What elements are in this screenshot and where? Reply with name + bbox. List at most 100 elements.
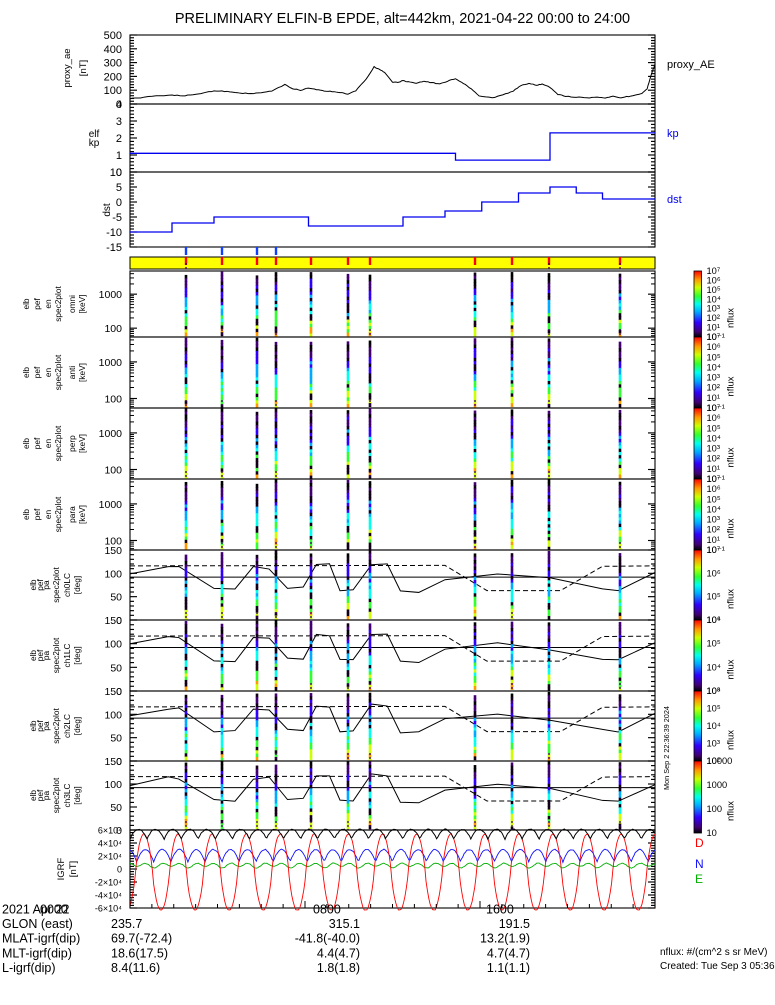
svg-text:anti: anti: [67, 366, 77, 380]
svg-text:en: en: [43, 510, 53, 520]
svg-text:[keV]: [keV]: [77, 295, 87, 314]
svg-text:10⁴: 10⁴: [707, 433, 721, 443]
svg-text:spec2plot: spec2plot: [53, 286, 63, 322]
svg-text:100: 100: [104, 85, 122, 97]
svg-text:elb: elb: [21, 367, 31, 378]
svg-text:4: 4: [116, 99, 122, 111]
svg-text:-41.8(-40.0): -41.8(-40.0): [295, 932, 360, 946]
svg-text:10³: 10³: [707, 373, 720, 383]
svg-text:Created: Tue Sep 3 05:36:38 2: Created: Tue Sep 3 05:36:38 2024: [660, 961, 775, 972]
svg-text:pef: pef: [32, 508, 42, 520]
svg-text:235.7: 235.7: [111, 917, 142, 931]
svg-text:10⁴: 10⁴: [707, 721, 721, 731]
svg-text:perp: perp: [67, 435, 77, 452]
svg-text:1000: 1000: [99, 428, 123, 440]
svg-text:1600: 1600: [486, 903, 514, 917]
svg-text:ch2LC: ch2LC: [62, 714, 72, 738]
svg-text:nflux: #/(cm^2 s sr MeV): nflux: #/(cm^2 s sr MeV): [660, 947, 768, 958]
svg-text:0: 0: [117, 865, 122, 875]
svg-text:GLON (east): GLON (east): [2, 917, 73, 931]
svg-text:100: 100: [104, 779, 122, 791]
svg-text:10⁴: 10⁴: [707, 504, 721, 514]
svg-text:10⁶: 10⁶: [707, 342, 721, 352]
svg-text:en: en: [43, 368, 53, 378]
svg-text:spec2plot: spec2plot: [51, 777, 61, 813]
svg-text:1000: 1000: [99, 289, 123, 301]
svg-text:10⁵: 10⁵: [707, 639, 721, 649]
svg-text:100: 100: [104, 568, 122, 580]
svg-text:-6×10⁴: -6×10⁴: [95, 904, 122, 914]
svg-text:1.8(1.8): 1.8(1.8): [317, 961, 360, 975]
svg-text:proxy_AE: proxy_AE: [667, 59, 715, 71]
svg-text:0800: 0800: [313, 903, 341, 917]
svg-text:[keV]: [keV]: [77, 363, 87, 382]
svg-text:[keV]: [keV]: [77, 434, 87, 453]
svg-text:spec2plot: spec2plot: [51, 567, 61, 603]
svg-text:0: 0: [116, 197, 122, 209]
svg-text:spec2plot: spec2plot: [53, 496, 63, 532]
svg-text:150: 150: [104, 756, 122, 768]
svg-text:8.4(11.6): 8.4(11.6): [111, 961, 160, 975]
svg-text:omni: omni: [67, 295, 77, 313]
svg-text:nflux: nflux: [726, 801, 737, 821]
svg-text:[deg]: [deg]: [72, 646, 82, 664]
svg-text:150: 150: [104, 615, 122, 627]
svg-text:10⁵: 10⁵: [707, 592, 721, 602]
svg-text:10¹: 10¹: [707, 464, 720, 474]
svg-text:[deg]: [deg]: [72, 717, 82, 735]
svg-text:300: 300: [104, 58, 122, 70]
svg-text:spec2plot: spec2plot: [53, 354, 63, 390]
svg-text:500: 500: [104, 30, 122, 42]
svg-text:[nT]: [nT]: [78, 60, 89, 76]
svg-text:1: 1: [116, 150, 122, 162]
svg-text:[deg]: [deg]: [72, 576, 82, 594]
svg-text:10⁶: 10⁶: [707, 413, 721, 423]
svg-text:10⁶: 10⁶: [707, 484, 721, 494]
svg-text:10³: 10³: [707, 444, 720, 454]
svg-text:10¹: 10¹: [707, 393, 720, 403]
svg-text:315.1: 315.1: [329, 917, 360, 931]
svg-text:400: 400: [104, 44, 122, 56]
svg-text:10⁶: 10⁶: [707, 568, 721, 578]
svg-text:ch0LC: ch0LC: [62, 573, 72, 597]
svg-text:3: 3: [116, 116, 122, 128]
svg-text:69.7(-72.4): 69.7(-72.4): [111, 932, 172, 946]
svg-text:10⁷: 10⁷: [707, 545, 721, 555]
svg-text:100: 100: [104, 394, 122, 406]
svg-text:50: 50: [110, 662, 122, 674]
svg-text:191.5: 191.5: [499, 917, 530, 931]
svg-text:D: D: [695, 836, 704, 850]
svg-text:dst: dst: [667, 194, 682, 206]
svg-text:pa: pa: [41, 651, 51, 661]
svg-text:10²: 10²: [707, 454, 720, 464]
svg-text:100: 100: [104, 323, 122, 335]
svg-text:10⁷: 10⁷: [707, 474, 721, 484]
svg-text:pef: pef: [32, 437, 42, 449]
svg-text:proxy_ae: proxy_ae: [62, 48, 73, 87]
svg-text:spec2plot: spec2plot: [53, 425, 63, 461]
svg-text:en: en: [43, 439, 53, 449]
svg-text:N: N: [695, 857, 704, 871]
svg-text:-2×10⁴: -2×10⁴: [95, 878, 122, 888]
svg-text:spec2plot: spec2plot: [51, 708, 61, 744]
svg-text:10⁴: 10⁴: [707, 662, 721, 672]
svg-text:6×10⁴: 6×10⁴: [98, 826, 122, 836]
svg-text:100: 100: [104, 639, 122, 651]
svg-text:en: en: [43, 299, 53, 309]
svg-text:200: 200: [104, 71, 122, 83]
svg-text:100: 100: [707, 804, 723, 814]
svg-text:2×10⁴: 2×10⁴: [98, 852, 122, 862]
svg-text:nflux: nflux: [726, 730, 737, 750]
svg-text:pa: pa: [41, 791, 51, 801]
svg-text:10⁶: 10⁶: [707, 615, 721, 625]
svg-text:10¹: 10¹: [707, 535, 720, 545]
svg-text:0000: 0000: [40, 903, 68, 917]
svg-text:18.6(17.5): 18.6(17.5): [111, 946, 168, 960]
svg-text:10⁵: 10⁵: [707, 352, 721, 362]
svg-text:elb: elb: [21, 298, 31, 309]
svg-text:pef: pef: [32, 298, 42, 310]
svg-text:150: 150: [104, 686, 122, 698]
svg-text:IGRF: IGRF: [56, 857, 67, 880]
svg-text:para: para: [67, 506, 77, 523]
svg-text:100: 100: [104, 465, 122, 477]
